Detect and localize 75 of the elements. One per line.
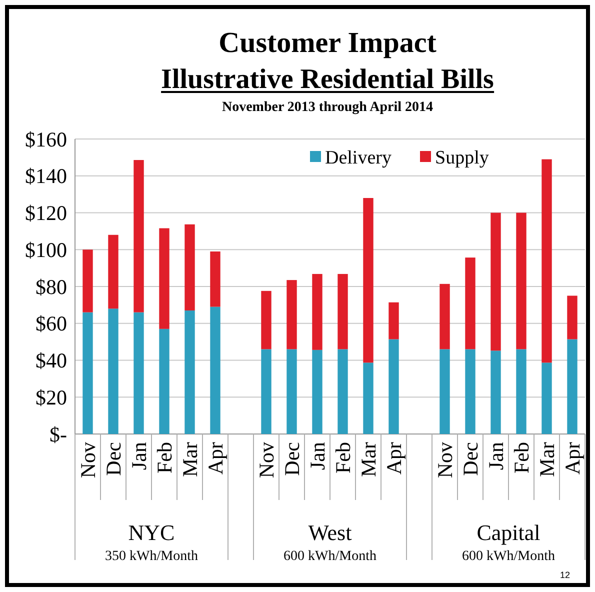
x-tick-label: Nov (433, 442, 458, 478)
y-tick-label: $40 (36, 348, 67, 373)
bar (363, 198, 374, 363)
bar (516, 349, 526, 434)
bar (490, 212, 501, 351)
y-tick-label: $120 (25, 201, 67, 226)
bar (542, 159, 552, 363)
bar (159, 328, 170, 434)
bar (363, 362, 374, 434)
bar (490, 350, 501, 434)
x-tick-label: Jan (127, 442, 152, 470)
bar (159, 228, 170, 329)
bar (286, 349, 297, 434)
bar (440, 349, 450, 434)
chart-subtitle: Illustrative Residential Bills (161, 64, 494, 95)
bar (184, 310, 195, 434)
x-tick-label: Dec (280, 442, 304, 476)
bar (82, 250, 93, 312)
x-tick-label: Apr (560, 442, 585, 475)
text: West (308, 520, 352, 545)
x-tick-label: Mar (356, 442, 381, 477)
bar (312, 350, 322, 434)
text: 350 kWh/Month (105, 549, 198, 564)
bar (134, 312, 144, 434)
y-tick-label: $60 (36, 312, 67, 336)
legend-label: Supply (435, 148, 490, 169)
x-tick-label: Dec (458, 442, 483, 476)
bar (542, 362, 552, 434)
y-tick-label: $80 (36, 274, 67, 299)
bar (516, 212, 526, 350)
x-tick-label: Mar (535, 442, 560, 477)
y-tick-label: $20 (36, 385, 67, 410)
text: 12 (560, 570, 570, 580)
x-tick-label: Feb (331, 442, 356, 474)
bar (210, 306, 220, 434)
bar (82, 312, 93, 434)
bar (210, 251, 220, 307)
chart-title: Customer Impact (218, 27, 437, 59)
bar (465, 349, 476, 434)
bar (184, 224, 195, 310)
legend-label: Delivery (325, 148, 392, 169)
bar (108, 234, 118, 309)
bar (338, 349, 348, 434)
x-tick-label: Apr (382, 442, 406, 475)
x-tick-label: Jan (484, 442, 508, 470)
bar (108, 308, 118, 434)
x-tick-label: Jan (306, 442, 330, 470)
x-tick-label: Nov (254, 442, 279, 478)
bar (286, 280, 297, 350)
bar (465, 258, 476, 350)
bar (388, 339, 399, 434)
bar (261, 290, 272, 350)
x-tick-label: Feb (510, 442, 534, 474)
text: 600 kWh/Month (462, 549, 555, 564)
bar (440, 284, 450, 350)
x-tick-label: Mar (178, 442, 202, 477)
y-tick-label: $100 (25, 238, 67, 262)
bar (261, 349, 272, 434)
y-tick-label: $160 (25, 127, 67, 152)
x-tick-label: Nov (76, 442, 100, 478)
x-tick-label: Apr (204, 442, 228, 475)
y-tick-label: $- (50, 422, 67, 446)
text: November 2013 through April 2014 (222, 100, 434, 115)
x-tick-label: Dec (102, 442, 126, 476)
bar (567, 296, 578, 340)
bar (567, 339, 578, 434)
bar (338, 274, 348, 350)
bar (134, 160, 144, 312)
text: 600 kWh/Month (284, 549, 376, 564)
bar (388, 302, 399, 340)
text: NYC (128, 520, 175, 545)
x-tick-label: Feb (152, 442, 177, 474)
text: Capital (476, 520, 540, 545)
bar (312, 274, 322, 350)
y-tick-label: $140 (25, 164, 67, 188)
